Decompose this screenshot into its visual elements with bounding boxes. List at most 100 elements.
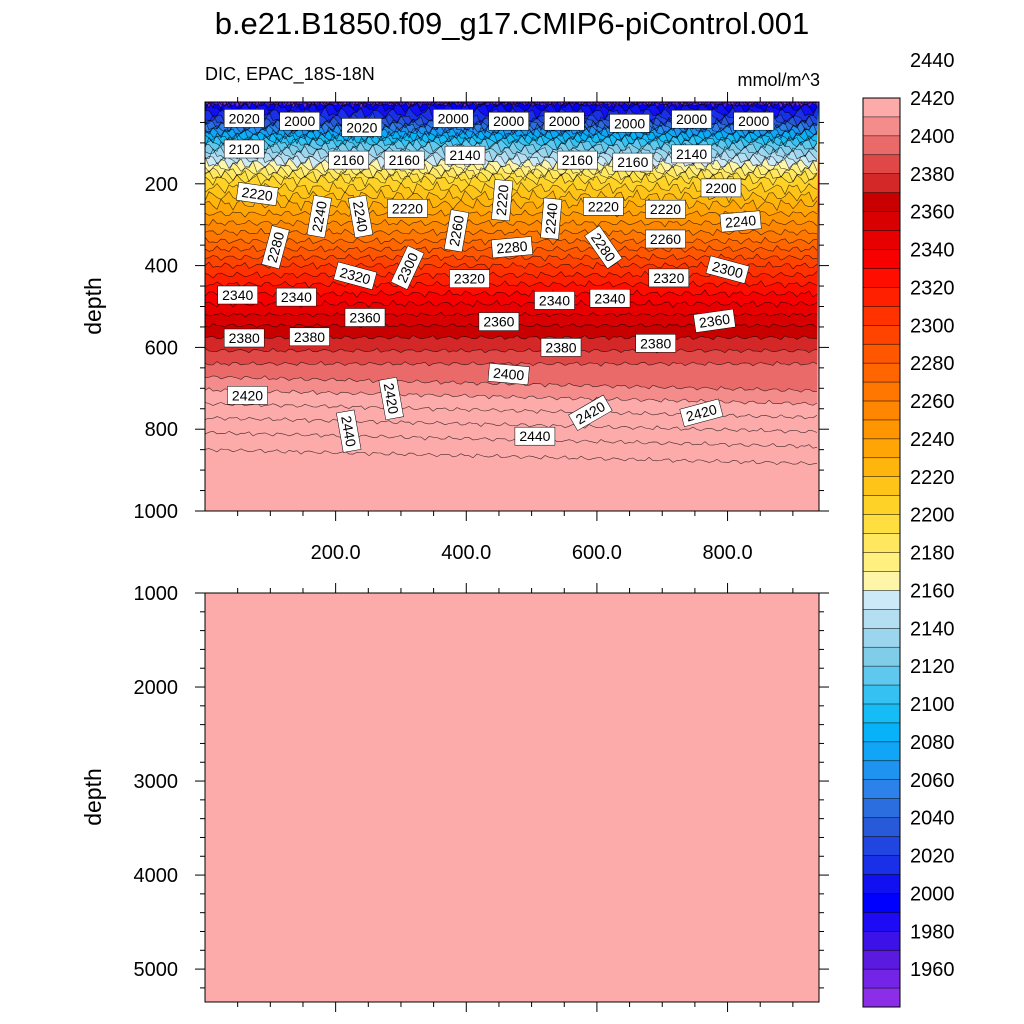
contour-label-text: 2280 [496, 238, 529, 257]
contour-label-text: 2320 [454, 271, 485, 287]
colorbar-box-17 [863, 666, 900, 686]
x-tick-label-400: 400.0 [441, 542, 491, 564]
contour-label-52: 2440 [336, 409, 362, 453]
colorbar-box-10 [863, 798, 900, 818]
variable-region-label: DIC, EPAC_18S-18N [205, 64, 375, 84]
contour-label-49: 2420 [378, 376, 404, 421]
contour-label-21: 2260 [443, 209, 470, 253]
contour-label-24: 2220 [583, 197, 624, 216]
upper-panel-axes: 200 400 600 800 1000 200.0 400.0 600.0 800.0 [134, 92, 829, 564]
contour-label-35: 2320 [648, 268, 690, 288]
contour-label-20: 2220 [387, 199, 428, 218]
contour-line-2130 [205, 143, 818, 159]
contour-line-2400 [205, 375, 818, 393]
colorbar-label-2020: 2020 [910, 846, 955, 868]
x-tick-label-200: 200.0 [311, 542, 361, 564]
contour-line-2140 [205, 147, 818, 163]
colorbar-label-2280: 2280 [910, 353, 955, 375]
contour-label-44: 2380 [289, 327, 330, 347]
colorbar-box-46 [863, 116, 900, 137]
colorbar-box-15 [863, 704, 900, 724]
colorbar [862, 97, 901, 1008]
colorbar-box-8 [863, 836, 900, 856]
contour-label-7: 2000 [671, 109, 712, 129]
contour-label-22: 2220 [491, 179, 514, 222]
contour-label-text: 2320 [338, 264, 372, 288]
y-tick-label-600: 600 [145, 337, 178, 359]
contour-label-3: 2000 [432, 109, 474, 128]
lower-y-tick-label-4000: 4000 [134, 865, 179, 887]
colorbar-box-41 [863, 211, 900, 231]
contour-label-text: 2000 [614, 115, 645, 131]
colorbar-box-36 [863, 306, 900, 326]
colorbar-box-45 [863, 135, 900, 156]
contour-label-0: 2020 [223, 109, 265, 128]
colorbar-box-21 [863, 590, 900, 610]
colorbar-box-30 [863, 419, 900, 440]
contour-label-text: 2440 [519, 428, 550, 444]
contour-label-text: 2340 [539, 292, 570, 308]
colorbar-box-38 [863, 268, 900, 288]
colorbar-box-26 [863, 495, 900, 515]
contour-label-11: 2160 [383, 150, 425, 170]
contour-line-2190 [205, 168, 818, 184]
contour-label-14: 2160 [612, 152, 654, 172]
contour-label-8: 2000 [733, 111, 774, 131]
colorbar-label-2200: 2200 [910, 505, 955, 527]
contour-label-text: 2000 [284, 113, 315, 129]
contour-label-13: 2160 [557, 150, 598, 170]
y-tick-label-200: 200 [145, 174, 178, 196]
colorbar-label-2220: 2220 [910, 467, 955, 489]
colorbar-label-1980: 1980 [910, 921, 955, 943]
colorbar-box-44 [863, 154, 900, 175]
contour-label-1: 2000 [279, 111, 320, 131]
contour-label-31: 2320 [333, 261, 378, 290]
contour-label-51: 2420 [679, 398, 724, 427]
lower-y-tick-label-1000: 1000 [134, 583, 179, 605]
contour-line-2380 [205, 348, 818, 354]
colorbar-box-6 [863, 874, 900, 894]
contour-label-text: 2380 [229, 330, 260, 346]
colorbar-label-2240: 2240 [910, 429, 955, 451]
contour-line-2080 [205, 127, 818, 142]
colorbar-box-42 [863, 192, 900, 212]
contour-label-text: 2320 [653, 270, 684, 286]
contour-label-text: 2340 [281, 289, 312, 305]
contour-label-text: 2420 [381, 382, 402, 416]
colorbar-label-2040: 2040 [910, 808, 955, 830]
contour-label-text: 2140 [676, 146, 707, 162]
colorbar-box-2 [863, 950, 900, 970]
contour-label-text: 2360 [483, 314, 514, 330]
contour-label-48: 2420 [227, 386, 268, 405]
lower-panel-axes: 1000 2000 3000 4000 5000 [134, 583, 829, 1012]
colorbar-box-25 [863, 514, 900, 534]
contour-label-text: 2020 [346, 119, 377, 135]
contour-label-text: 2220 [493, 184, 512, 217]
contour-label-text: 2160 [617, 154, 648, 170]
contour-label-text: 2000 [438, 110, 469, 126]
colorbar-box-4 [863, 912, 900, 932]
contour-label-25: 2220 [645, 199, 686, 219]
contour-label-17: 2200 [700, 178, 742, 198]
colorbar-label-2060: 2060 [910, 770, 955, 792]
contour-label-18: 2240 [306, 194, 332, 239]
contour-line-2320 [205, 280, 818, 289]
colorbar-tick-labels: 1960 1980 2000 2020 2040 2060 2080 2100 2120 2140… [910, 50, 955, 981]
colorbar-box-7 [863, 855, 900, 875]
contour-label-text: 2020 [229, 110, 260, 126]
contour-label-42: 2360 [693, 308, 736, 333]
contour-label-text: 2380 [294, 329, 325, 345]
contour-line-2160 [205, 155, 818, 172]
contour-label-text: 2300 [710, 258, 744, 282]
colorbar-box-18 [863, 647, 900, 667]
contour-line-2010 [205, 105, 818, 121]
contour-label-text: 2340 [222, 287, 253, 303]
colorbar-box-23 [863, 552, 900, 572]
colorbar-label-2160: 2160 [910, 580, 955, 602]
contour-label-text: 2440 [338, 414, 359, 448]
contour-line-2170 [205, 159, 818, 176]
contour-label-text: 2240 [724, 212, 757, 231]
colorbar-box-9 [863, 817, 900, 837]
contour-label-12: 2140 [444, 145, 486, 165]
